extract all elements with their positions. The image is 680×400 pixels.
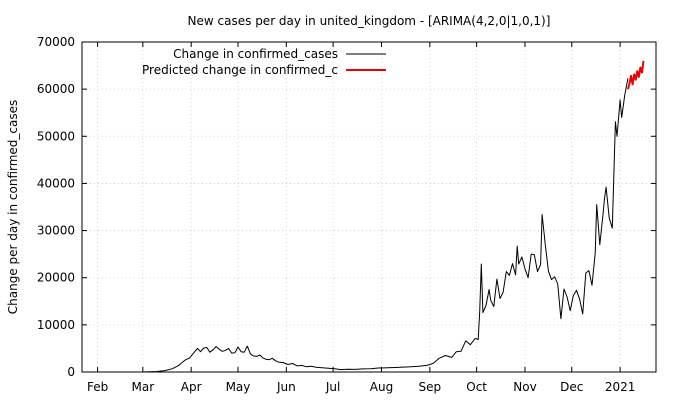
x-tick-label: Dec	[560, 380, 583, 394]
y-tick-label: 50000	[37, 129, 75, 143]
x-tick-label: Apr	[181, 380, 202, 394]
y-tick-label: 20000	[37, 271, 75, 285]
y-tick-label: 70000	[37, 35, 75, 49]
legend: Change in confirmed_cases Predicted chang…	[142, 47, 386, 77]
y-axis-label: Change per day in confirmed_cases	[6, 100, 20, 315]
y-tick-label: 10000	[37, 318, 75, 332]
y-tick-label: 0	[67, 365, 75, 379]
series-line-1	[626, 60, 645, 90]
plot-frame	[81, 41, 657, 373]
series-layer	[82, 60, 645, 373]
x-tick-label: Oct	[466, 380, 487, 394]
y-tick-label: 40000	[37, 176, 75, 190]
x-tick-label: Nov	[513, 380, 536, 394]
x-tick-label: Mar	[132, 380, 155, 394]
x-tick-label: 2021	[605, 380, 636, 394]
y-tick-label: 30000	[37, 224, 75, 238]
x-tick-label: Sep	[419, 380, 442, 394]
x-tick-label: Jul	[325, 380, 340, 394]
chart-title: New cases per day in united_kingdom - [A…	[188, 14, 551, 28]
x-tick-label: Jun	[276, 380, 296, 394]
legend-label-1: Predicted change in confirmed_c	[142, 63, 338, 77]
x-tick-label: Aug	[370, 380, 393, 394]
series-line-0	[82, 78, 629, 373]
x-tick-label: May	[226, 380, 251, 394]
y-tick-label: 60000	[37, 82, 75, 96]
legend-label-0: Change in confirmed_cases	[173, 47, 338, 61]
x-tick-label: Feb	[87, 380, 108, 394]
axis-ticks: 0 10000 20000 30000 40000 50000 60000 70000 Feb M…	[37, 35, 656, 394]
grid-lines	[82, 42, 656, 372]
